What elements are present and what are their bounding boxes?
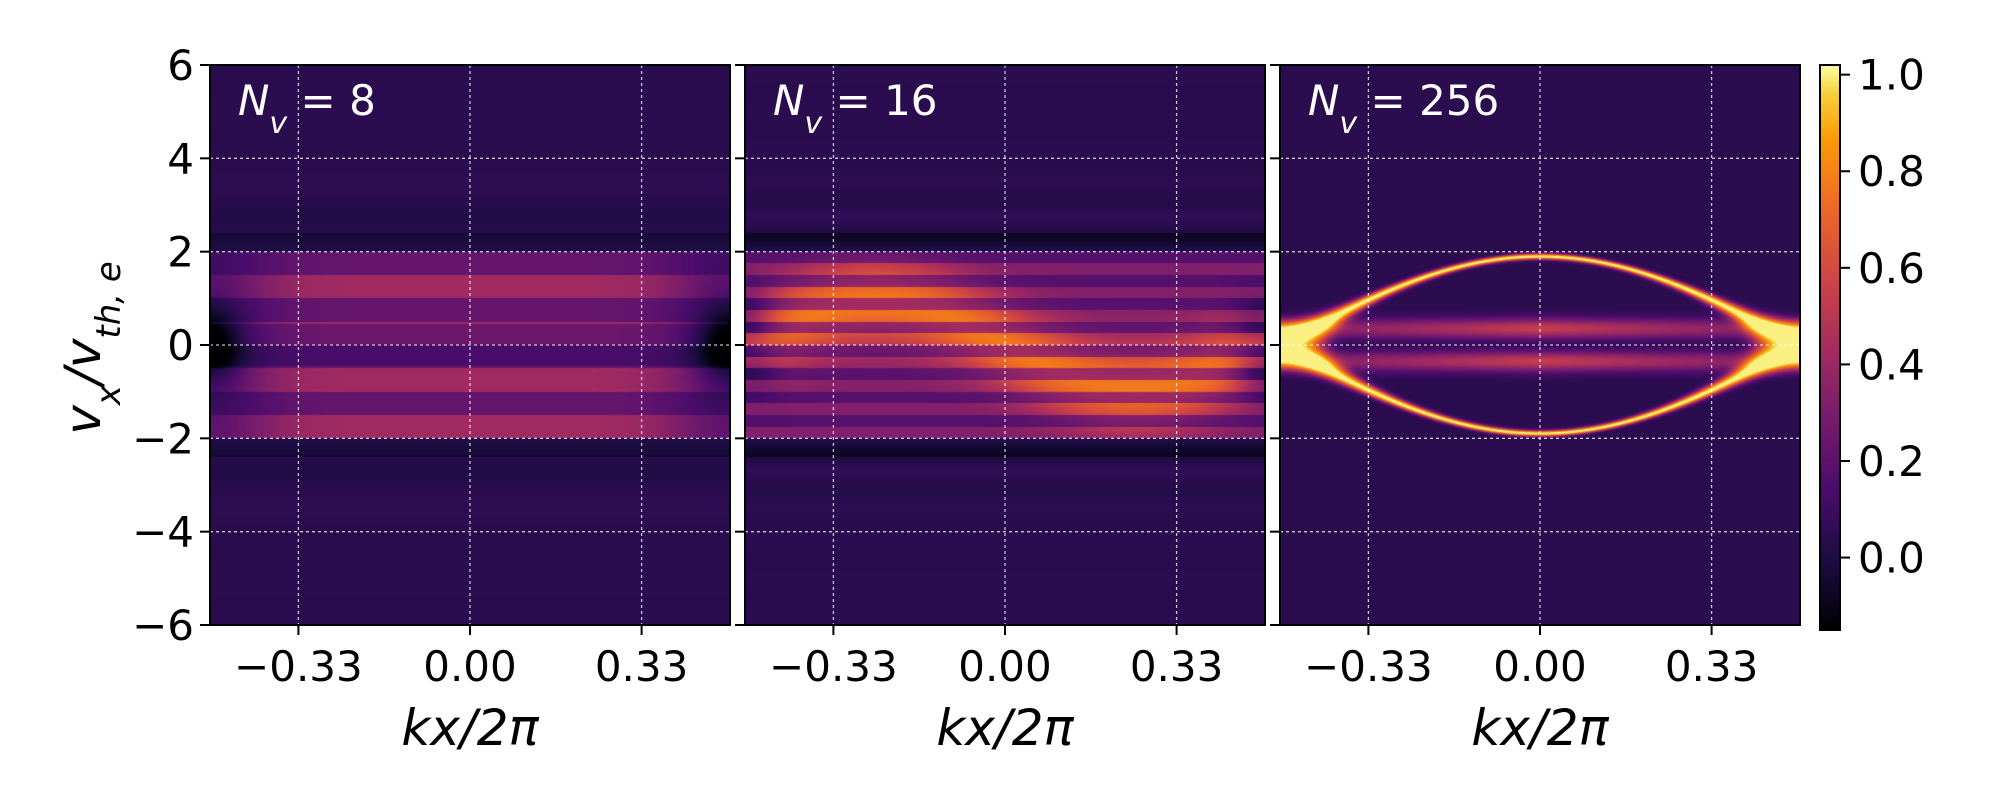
colorbar-ticks: 1.0 0.8 0.6 0.4 0.2 0.0 bbox=[1840, 51, 1925, 583]
colorbar-tick-label: 0.0 bbox=[1858, 534, 1925, 583]
y-axis-title-over-sub: th, e bbox=[89, 261, 129, 338]
x-tick-label: 0.00 bbox=[1493, 642, 1587, 691]
panel-label: Nv = 8 bbox=[238, 76, 376, 141]
x-tick-label: 0.33 bbox=[1665, 642, 1759, 691]
y-tick-label: 6 bbox=[167, 41, 194, 90]
colorbar-tick-label: 0.8 bbox=[1858, 147, 1925, 196]
x-axis-title: kx/2π bbox=[1471, 699, 1609, 757]
panel-label: Nv = 16 bbox=[773, 76, 938, 141]
x-tick-label: 0.33 bbox=[1130, 642, 1224, 691]
y-tick-label: −6 bbox=[132, 601, 194, 650]
x-tick-label: −0.33 bbox=[769, 642, 898, 691]
colorbar-tick-label: 0.2 bbox=[1858, 437, 1925, 486]
y-tick-label: 4 bbox=[167, 134, 194, 183]
x-axis-title: kx/2π bbox=[401, 699, 539, 757]
x-tick-label: −0.33 bbox=[1304, 642, 1433, 691]
x-tick-label: 0.33 bbox=[595, 642, 689, 691]
y-axis-title-sub: x bbox=[89, 384, 129, 406]
x-tick-label: 0.00 bbox=[958, 642, 1052, 691]
colorbar-tick-label: 0.4 bbox=[1858, 340, 1925, 389]
y-tick-label: −4 bbox=[132, 508, 194, 557]
panel-label: Nv = 256 bbox=[1308, 76, 1499, 141]
y-axis-title-over: /v bbox=[54, 337, 112, 389]
y-tick-label: 0 bbox=[167, 321, 194, 370]
colorbar bbox=[1819, 64, 1841, 631]
x-tick-label: 0.00 bbox=[423, 642, 517, 691]
axes-overlay: −0.33 0.00 0.33 kx/2π 6 4 2 0 −2 −4 −6 Nv = 8 −0.33 0… bbox=[132, 41, 1801, 757]
x-axis-title: kx/2π bbox=[936, 699, 1074, 757]
y-tick-label: 2 bbox=[167, 228, 194, 277]
y-axis-title-main: v bbox=[54, 404, 112, 435]
y-axis-title: vx/vth, e bbox=[54, 261, 129, 435]
colorbar-tick-label: 0.6 bbox=[1858, 244, 1925, 293]
y-tick-label: −2 bbox=[132, 414, 194, 463]
x-tick-label: −0.33 bbox=[234, 642, 363, 691]
colorbar-tick-label: 1.0 bbox=[1858, 51, 1925, 100]
